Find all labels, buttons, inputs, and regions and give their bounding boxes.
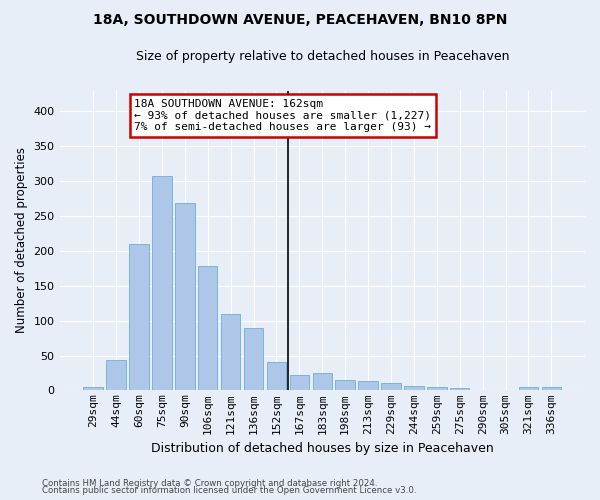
Bar [404,386,424,390]
Bar [152,176,172,390]
Bar [542,387,561,390]
Y-axis label: Number of detached properties: Number of detached properties [15,148,28,334]
Text: Contains public sector information licensed under the Open Government Licence v3: Contains public sector information licen… [42,486,416,495]
Bar [335,380,355,390]
Bar [221,314,241,390]
Bar [244,328,263,390]
Bar [198,266,217,390]
Bar [83,387,103,390]
Text: 18A SOUTHDOWN AVENUE: 162sqm
← 93% of detached houses are smaller (1,227)
7% of : 18A SOUTHDOWN AVENUE: 162sqm ← 93% of de… [134,99,431,132]
Bar [358,380,378,390]
Bar [313,373,332,390]
Bar [106,360,126,390]
Bar [519,387,538,390]
Text: 18A, SOUTHDOWN AVENUE, PEACEHAVEN, BN10 8PN: 18A, SOUTHDOWN AVENUE, PEACEHAVEN, BN10 … [93,12,507,26]
Title: Size of property relative to detached houses in Peacehaven: Size of property relative to detached ho… [136,50,509,63]
Bar [129,244,149,390]
Text: Contains HM Land Registry data © Crown copyright and database right 2024.: Contains HM Land Registry data © Crown c… [42,478,377,488]
X-axis label: Distribution of detached houses by size in Peacehaven: Distribution of detached houses by size … [151,442,494,455]
Bar [427,387,446,390]
Bar [381,382,401,390]
Bar [290,375,309,390]
Bar [450,388,469,390]
Bar [175,203,194,390]
Bar [267,362,286,390]
